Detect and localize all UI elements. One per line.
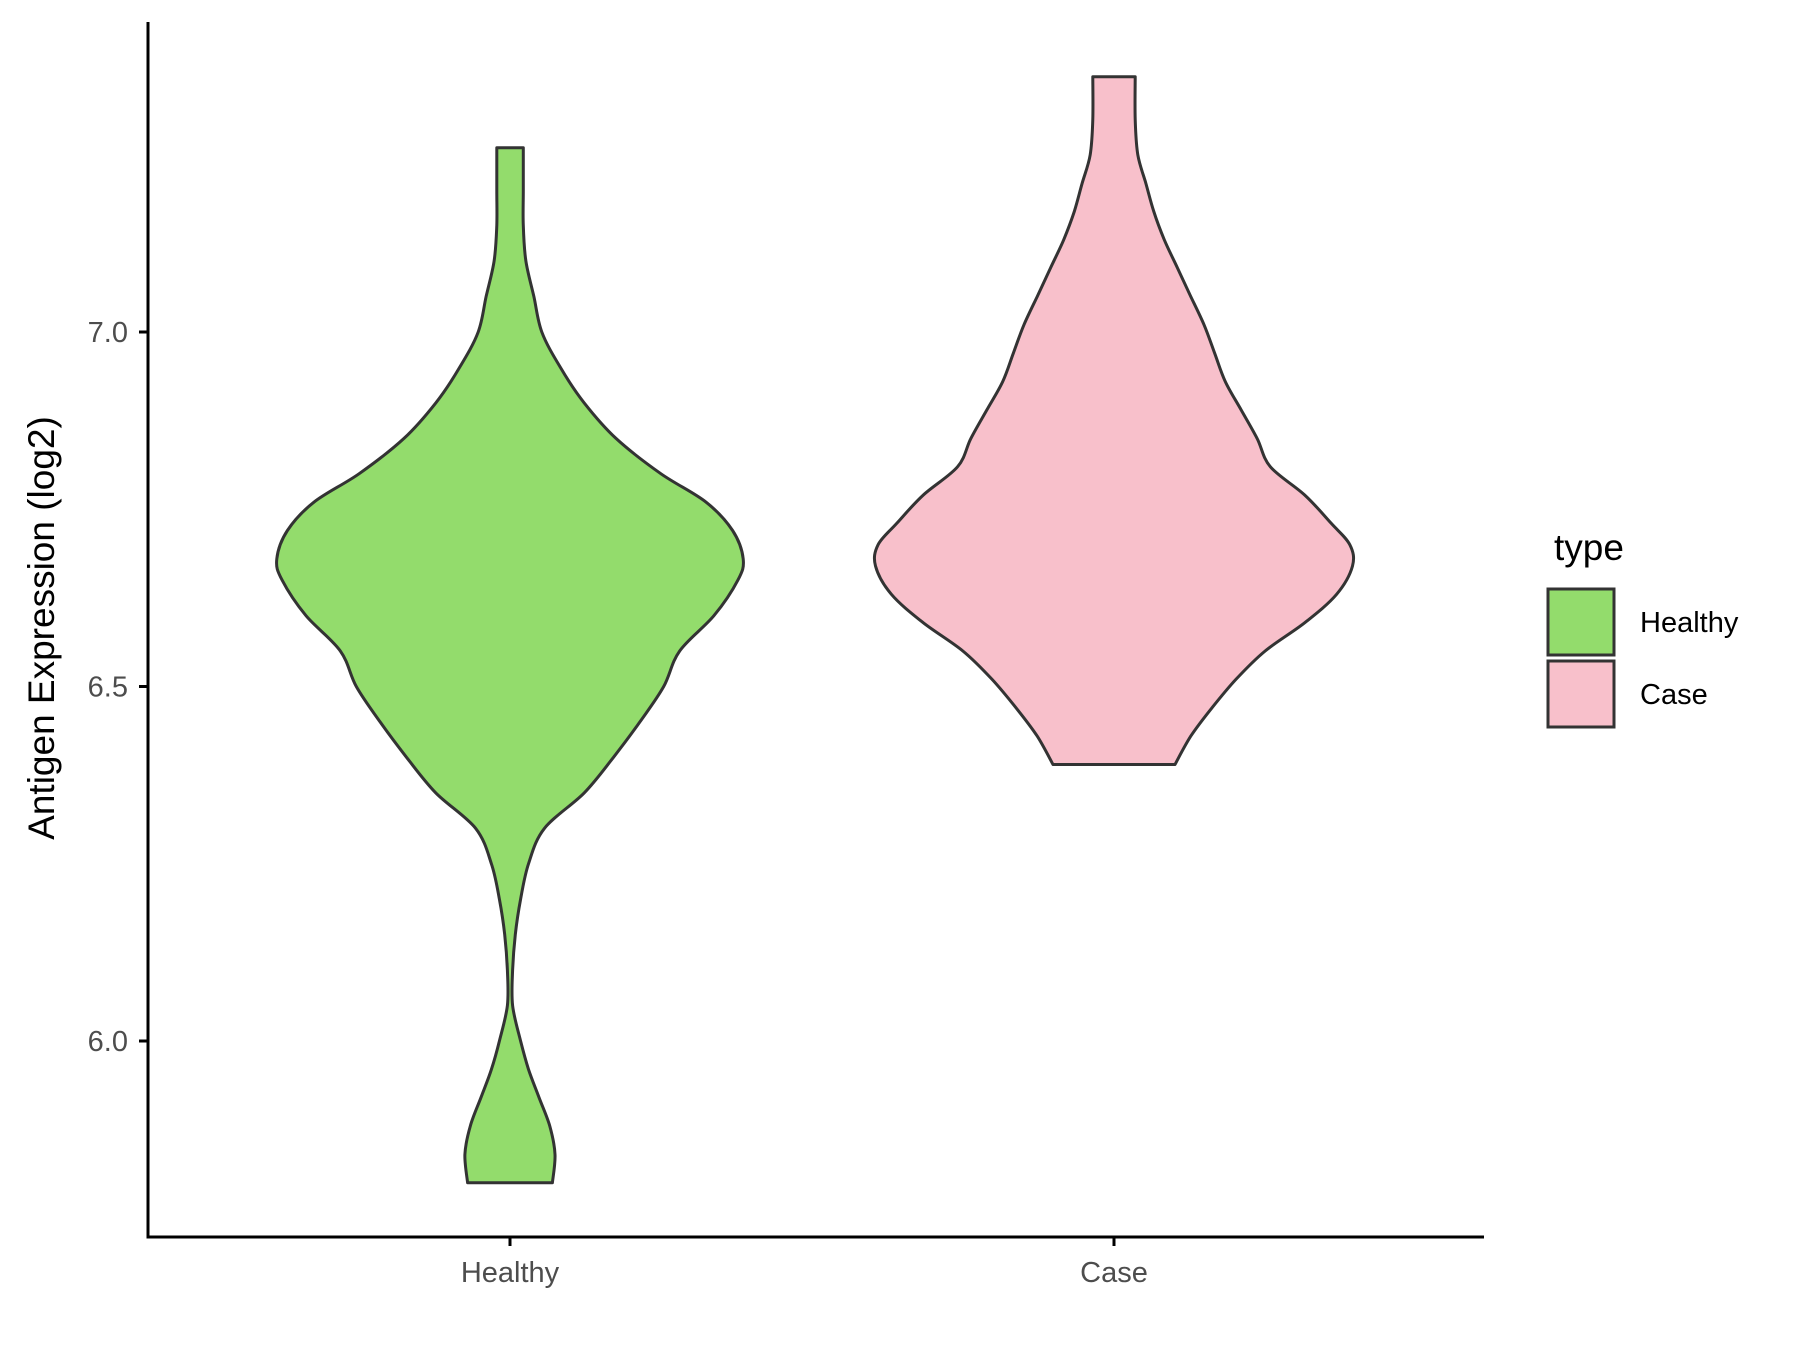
y-tick-label: 7.0	[88, 317, 128, 349]
y-axis-title: Antigen Expression (log2)	[21, 416, 62, 840]
legend-items: Healthy Case	[1546, 587, 1739, 729]
legend: type Healthy Case	[1546, 527, 1739, 729]
legend-swatch-case	[1546, 659, 1616, 729]
legend-swatch-healthy	[1546, 587, 1616, 657]
legend-title: type	[1554, 527, 1624, 568]
x-tick-label-case: Case	[1080, 1257, 1148, 1289]
violin-healthy	[275, 146, 745, 1185]
x-ticks: Healthy Case	[461, 1237, 1148, 1289]
y-ticks: 6.0 6.5 7.0	[88, 317, 148, 1058]
legend-label-healthy: Healthy	[1640, 607, 1739, 639]
violin-case	[872, 75, 1356, 766]
violin-layer	[275, 75, 1356, 1185]
axes	[146, 22, 1484, 1239]
x-tick-label-healthy: Healthy	[461, 1257, 560, 1289]
y-tick-label: 6.5	[88, 672, 128, 704]
y-tick-label: 6.0	[88, 1026, 128, 1058]
legend-label-case: Case	[1640, 679, 1708, 711]
